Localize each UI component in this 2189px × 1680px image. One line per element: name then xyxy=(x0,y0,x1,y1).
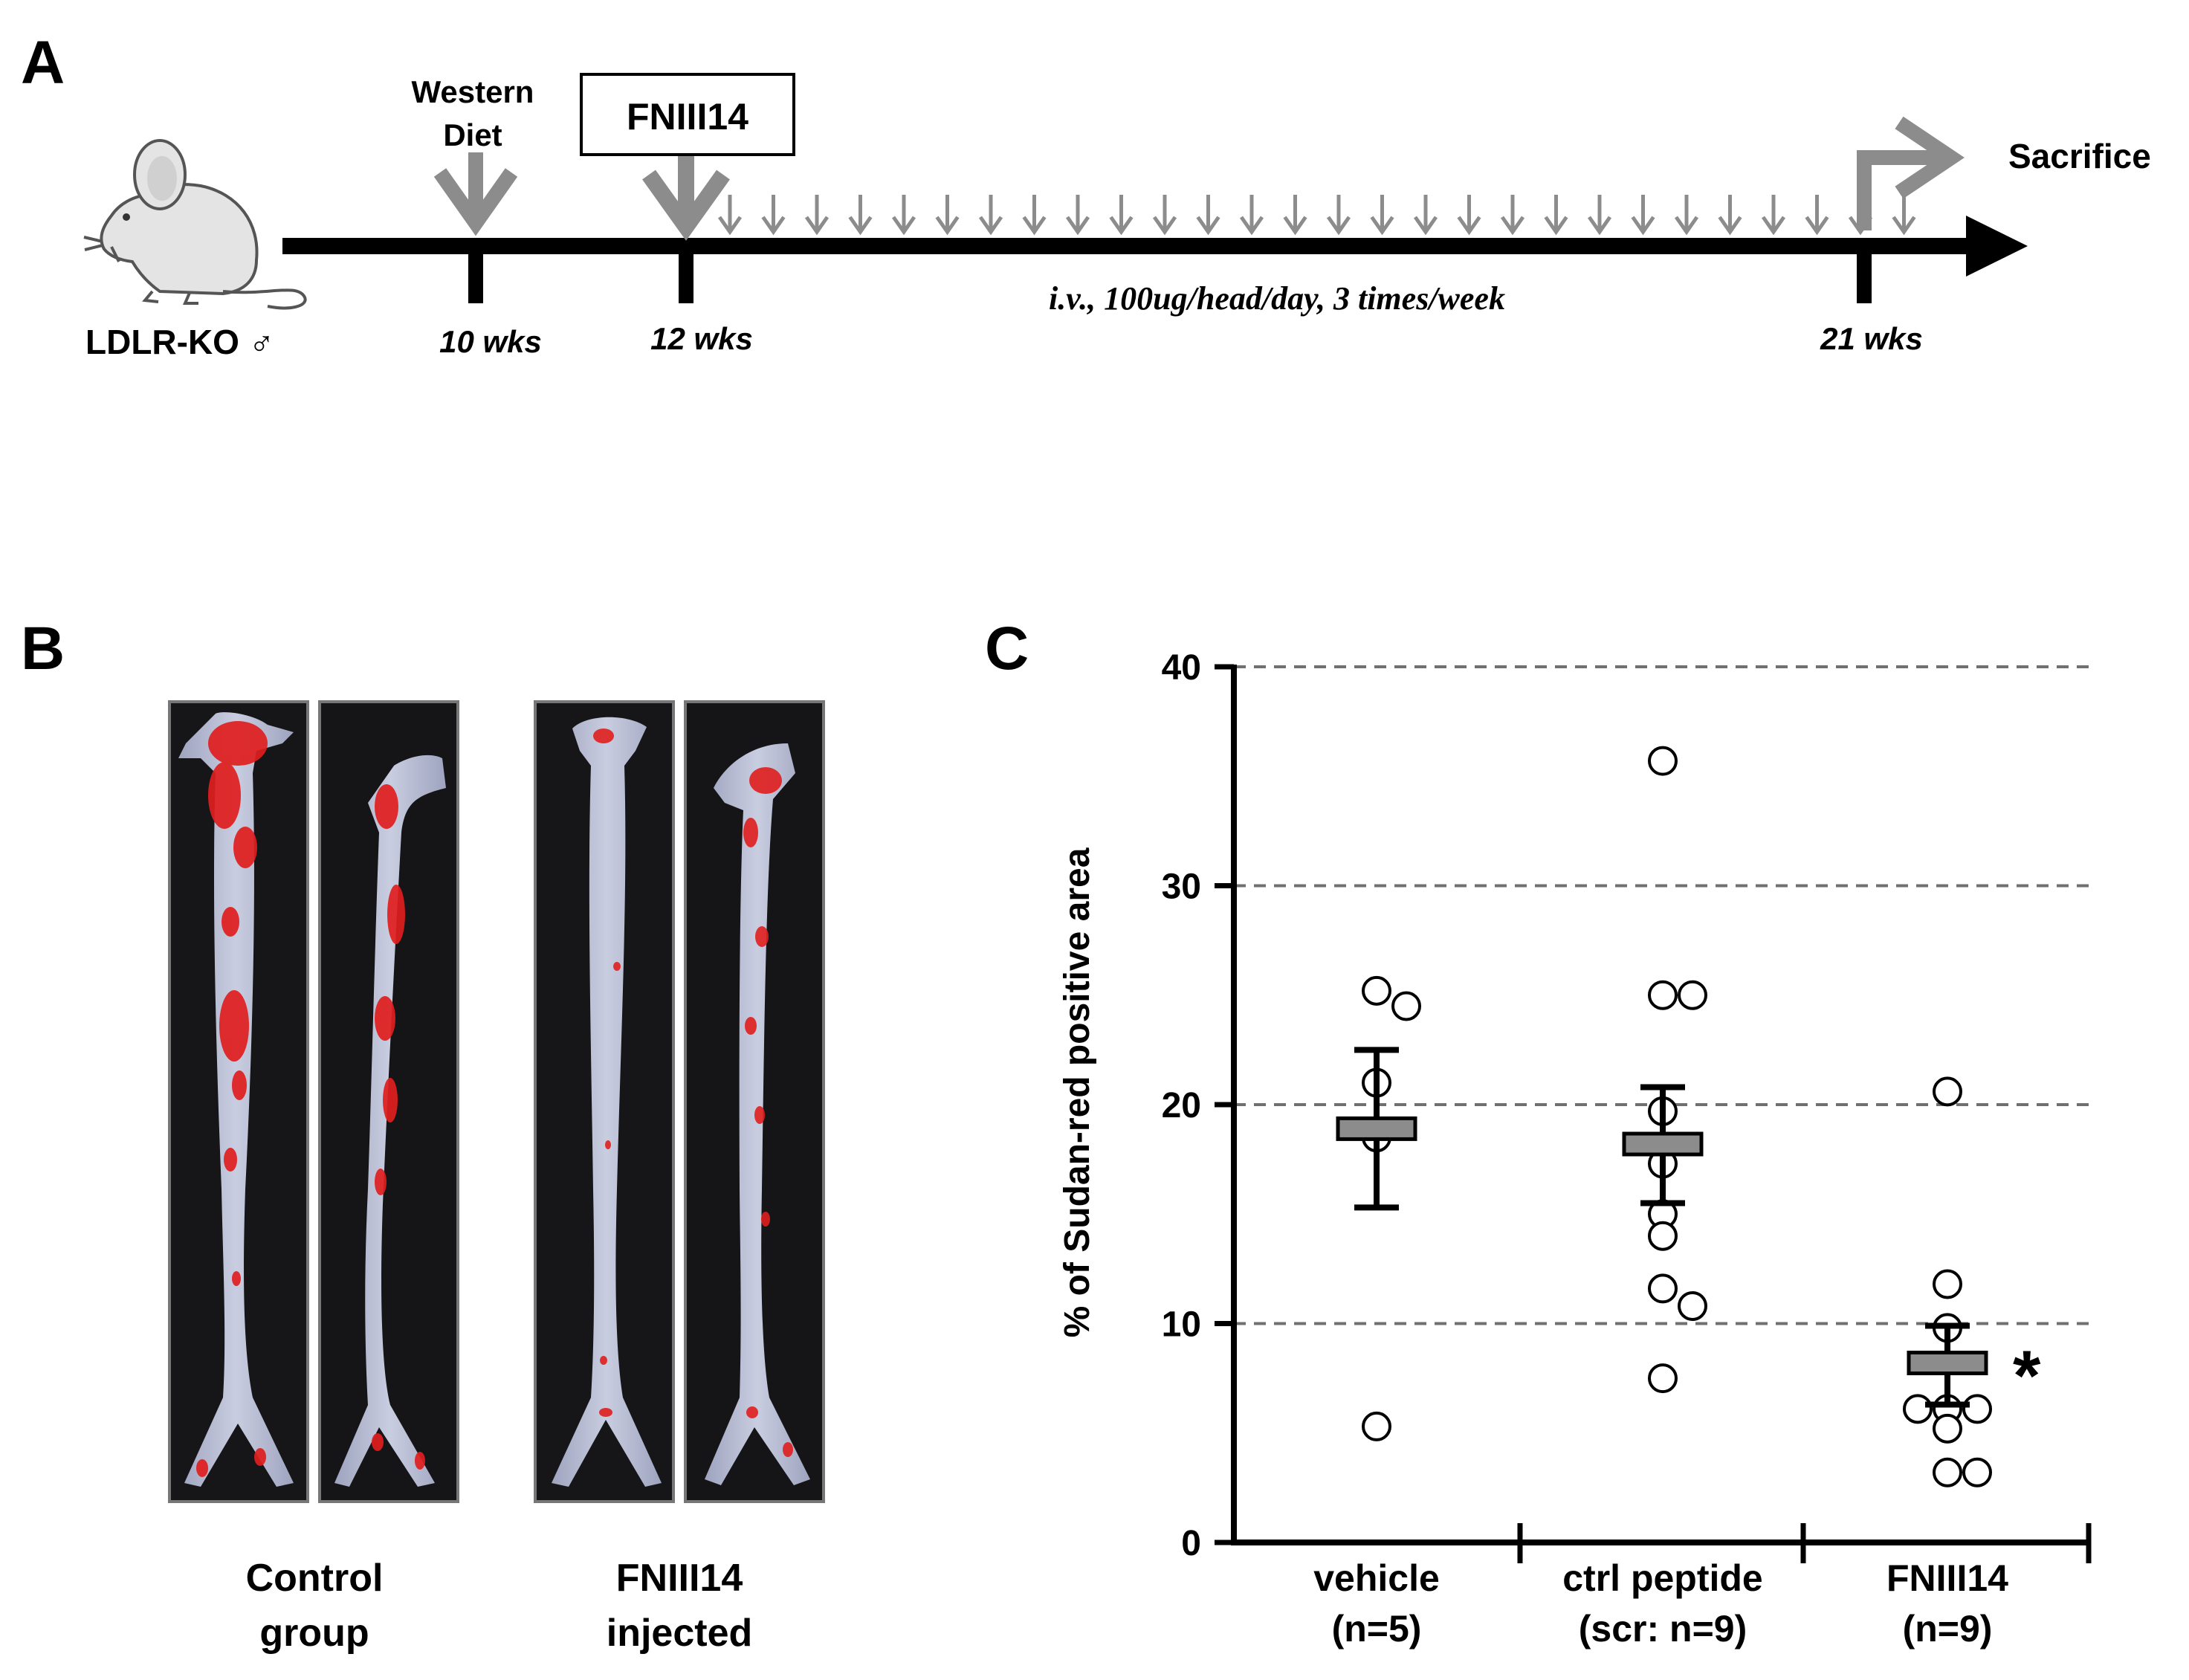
y-tick-label: 20 xyxy=(1162,1086,1201,1125)
scatter-chart: 0 10 20 30 40 vehicle (n=5) ctrl peptide (scr: … xyxy=(1058,648,2092,1650)
group-3-marks: * xyxy=(1903,1076,2041,1487)
aorta-photo-control-1 xyxy=(168,700,309,1503)
significance-mark: * xyxy=(2013,1337,2041,1416)
time-label-21: 21 wks xyxy=(1820,321,1923,356)
injection-arrow-icon xyxy=(1109,195,1134,236)
chart-axes xyxy=(1215,664,2092,1563)
injection-arrow-icon xyxy=(1761,195,1786,236)
diet-label-line2: Diet xyxy=(443,117,502,152)
mean-bar xyxy=(1907,1351,1988,1376)
aorta-photo-fniii14-1 xyxy=(534,700,675,1503)
data-point xyxy=(1391,991,1421,1021)
mouse-icon xyxy=(83,139,307,310)
injection-arrow-icon xyxy=(978,195,1003,236)
injection-arrow-icon xyxy=(1196,195,1220,236)
x-category-label: vehicle xyxy=(1313,1557,1440,1599)
injection-arrow-icon xyxy=(1239,195,1264,236)
y-tick-labels: 0 10 20 30 40 xyxy=(1162,648,1201,1563)
injection-arrow-icon xyxy=(891,195,916,236)
panel-c-label: C xyxy=(985,615,1029,682)
x-category-sublabel: (scr: n=9) xyxy=(1579,1608,1747,1650)
x-category-label: ctrl peptide xyxy=(1562,1557,1762,1599)
injection-arrow-icon xyxy=(935,195,960,236)
injection-arrow-icon xyxy=(1805,195,1829,236)
data-point xyxy=(1648,1221,1678,1251)
panel-a-label: A xyxy=(21,29,65,97)
data-point xyxy=(1648,1273,1678,1304)
mean-bar xyxy=(1622,1131,1704,1157)
mouse-strain-label: LDLR-KO ♂ xyxy=(85,323,274,361)
group-label-control-line2: group xyxy=(259,1612,369,1655)
treatment-start-arrow-icon xyxy=(642,156,730,241)
data-point xyxy=(1648,980,1678,1010)
injection-arrow-icon xyxy=(1718,195,1742,236)
data-point xyxy=(1962,1457,1992,1487)
group-label-fniii14-line2: injected xyxy=(607,1612,753,1655)
group-label-control-line1: Control xyxy=(246,1557,384,1600)
injection-arrow-icon xyxy=(1326,195,1351,236)
time-label-10: 10 wks xyxy=(439,324,542,359)
injection-arrow-icon xyxy=(761,195,786,236)
y-axis-label: % of Sudan-red positive area xyxy=(1058,847,1097,1337)
treatment-box xyxy=(580,73,795,156)
data-point xyxy=(1933,1457,1962,1487)
injection-arrow-icon xyxy=(1022,195,1047,236)
group-1-marks xyxy=(1336,975,1421,1441)
injection-arrow-icon xyxy=(848,195,873,236)
injection-arrow-icon xyxy=(1500,195,1525,236)
injection-arrow-icon xyxy=(1892,195,1916,236)
injection-arrows xyxy=(717,195,1916,236)
treatment-box-label: FNIII14 xyxy=(627,96,748,138)
data-point xyxy=(1933,1413,1962,1444)
data-point xyxy=(1933,1076,1962,1107)
timeline-axis xyxy=(282,216,2028,303)
injection-arrow-icon xyxy=(1065,195,1090,236)
data-point xyxy=(1903,1394,1933,1424)
group-label-fniii14-line1: FNIII14 xyxy=(616,1557,743,1600)
data-point xyxy=(1648,746,1678,776)
x-category-label: FNIII14 xyxy=(1886,1557,2008,1599)
injection-arrow-icon xyxy=(1283,195,1307,236)
group-2-marks xyxy=(1622,746,1707,1394)
x-category-labels: vehicle (n=5) ctrl peptide (scr: n=9) FNIII1… xyxy=(1313,1557,2008,1650)
data-point xyxy=(1678,980,1707,1010)
injection-arrow-icon xyxy=(717,195,743,236)
injection-arrow-icon xyxy=(1152,195,1177,236)
data-point xyxy=(1933,1269,1962,1299)
data-point xyxy=(1962,1394,1992,1424)
injection-arrow-icon xyxy=(1631,195,1655,236)
data-series: * xyxy=(1336,746,2041,1487)
sacrifice-label: Sacrifice xyxy=(2008,137,2151,175)
data-point xyxy=(1362,1411,1391,1441)
injection-arrow-icon xyxy=(1587,195,1612,236)
y-tick-label: 30 xyxy=(1162,868,1201,907)
x-category-sublabel: (n=5) xyxy=(1332,1608,1422,1650)
aorta-photo-control-2 xyxy=(318,700,459,1503)
injection-arrow-icon xyxy=(1370,195,1394,236)
y-tick-label: 0 xyxy=(1181,1524,1201,1563)
aorta-photo-fniii14-2 xyxy=(684,700,825,1503)
data-point xyxy=(1648,1363,1678,1394)
injection-arrow-icon xyxy=(1674,195,1699,236)
injection-arrow-icon xyxy=(1413,195,1438,236)
data-point xyxy=(1362,975,1391,1006)
sacrifice-arrow-icon xyxy=(1857,116,1965,230)
time-label-12: 12 wks xyxy=(650,321,753,356)
diet-start-arrow-icon xyxy=(433,152,518,236)
x-category-sublabel: (n=9) xyxy=(1903,1608,1993,1650)
y-tick-label: 10 xyxy=(1162,1305,1201,1345)
diet-label-line1: Western xyxy=(412,74,534,109)
injection-arrow-icon xyxy=(1457,195,1481,236)
mean-bar xyxy=(1336,1116,1417,1141)
panel-b-label: B xyxy=(21,615,65,682)
data-point xyxy=(1678,1290,1707,1321)
y-tick-label: 40 xyxy=(1162,648,1201,688)
injection-arrow-icon xyxy=(804,195,830,236)
injection-arrow-icon xyxy=(1544,195,1568,236)
dosing-note: i.v., 100ug/head/day, 3 times/week xyxy=(1049,280,1505,317)
